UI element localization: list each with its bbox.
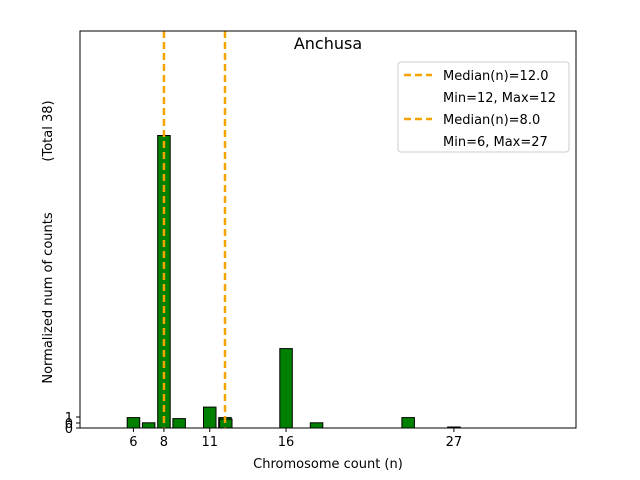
legend-range-2: Min=6, Max=27: [443, 135, 548, 150]
bar-4: [203, 406, 217, 429]
bar-8: [309, 422, 324, 429]
legend-range-1: Min=12, Max=12: [443, 91, 556, 106]
x-tick-label-3: 16: [278, 435, 295, 450]
bars-group: [126, 135, 461, 429]
x-tick-label-4: 27: [446, 435, 463, 450]
x-tick-label-1: 8: [160, 435, 168, 450]
legend-label-2: Median(n)=8.0: [443, 113, 540, 128]
chart-title: Anchusa: [294, 34, 362, 53]
y-tick-label-0: 0: [65, 422, 73, 437]
bar-3: [172, 418, 186, 429]
x-tick-label-2: 11: [201, 435, 218, 450]
x-axis-label: Chromosome count (n): [253, 457, 403, 472]
x-tick-label-0: 6: [129, 435, 137, 450]
bar-7: [279, 348, 293, 429]
legend-label-1: Median(n)=12.0: [443, 69, 549, 84]
bar-1: [141, 422, 156, 429]
plot-frame: [79, 30, 577, 429]
bar-9: [401, 417, 415, 429]
y-axis-total-label: (Total 38): [41, 100, 56, 161]
legend: Median(n)=12.0 Min=12, Max=12 Median(n)=…: [397, 61, 570, 153]
bar-0: [126, 417, 141, 429]
median-lines-group: [162, 31, 227, 428]
x-axis-ticks: 6 8 11 16 27: [129, 428, 462, 450]
y-axis-ticks: 001: [65, 411, 80, 437]
y-axis-label: Normalized num of counts: [41, 212, 56, 383]
y-tick-label-2: 1: [65, 411, 73, 426]
y-tick-label-1: 0: [65, 417, 73, 432]
legend-frame: [397, 61, 570, 153]
